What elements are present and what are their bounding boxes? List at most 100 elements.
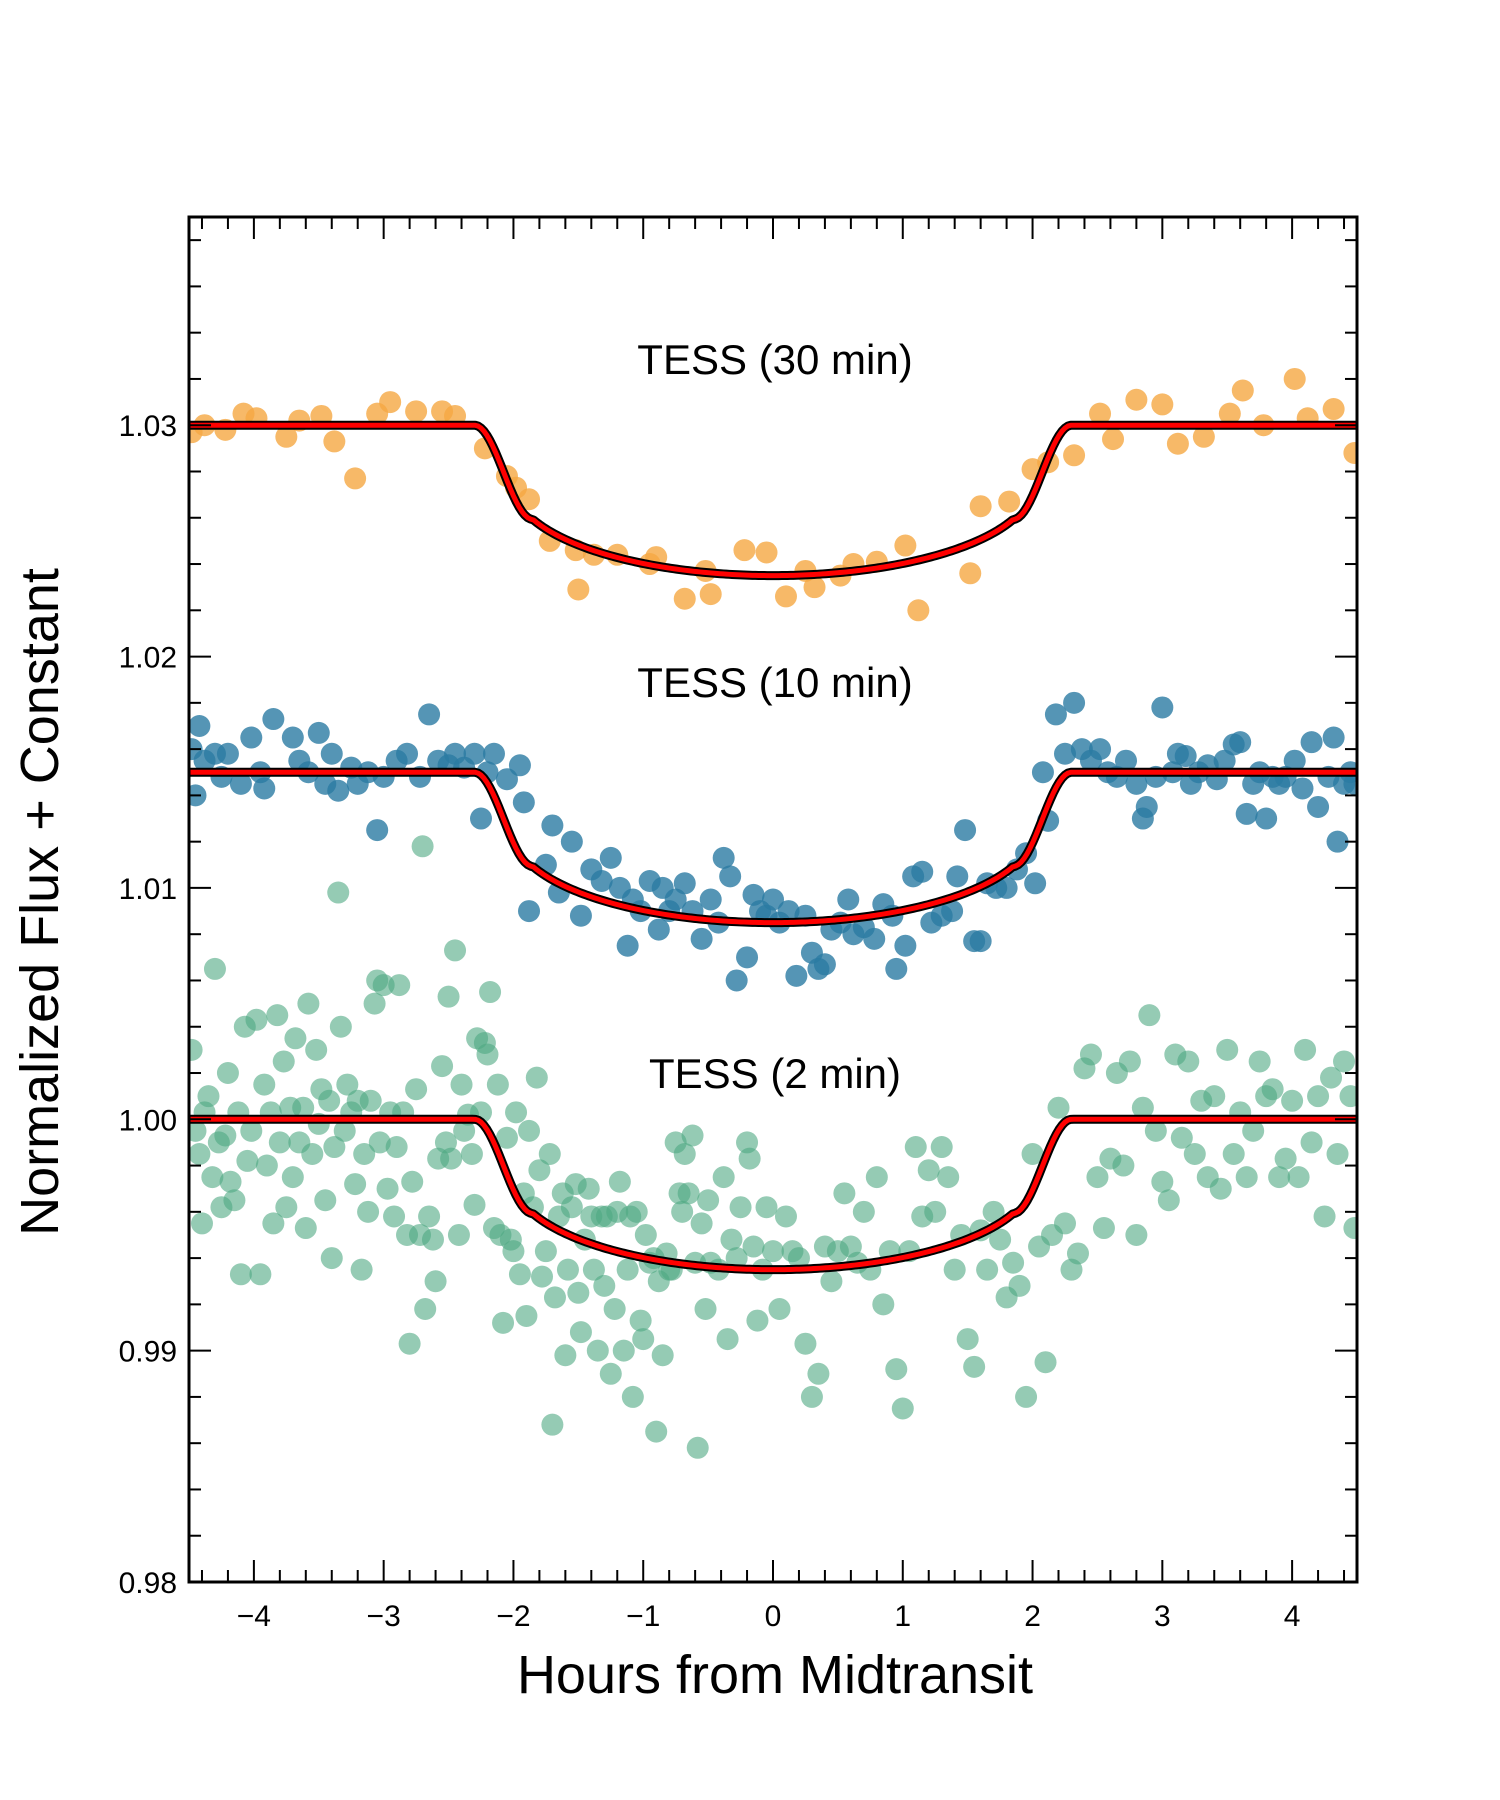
- data-point: [954, 819, 977, 842]
- data-point: [1118, 1050, 1141, 1073]
- data-point: [320, 1247, 343, 1270]
- data-point: [1320, 1066, 1343, 1089]
- data-point: [492, 1311, 515, 1334]
- data-point: [1268, 1166, 1291, 1189]
- data-point: [240, 1119, 263, 1142]
- data-point: [941, 900, 964, 923]
- data-point: [476, 1043, 499, 1066]
- data-point: [1144, 1119, 1167, 1142]
- data-point: [307, 721, 330, 744]
- data-point: [1125, 1223, 1148, 1246]
- data-point: [1054, 742, 1076, 765]
- data-point: [229, 772, 252, 795]
- data-point: [865, 1166, 888, 1189]
- data-point: [543, 1286, 566, 1309]
- data-point: [1294, 1038, 1317, 1061]
- data-point: [852, 1200, 875, 1223]
- data-point: [1135, 795, 1158, 818]
- data-point: [989, 1228, 1012, 1251]
- data-point: [1339, 1085, 1357, 1108]
- data-point: [508, 754, 531, 777]
- series-label: TESS (2 min): [649, 1050, 901, 1097]
- data-point: [262, 708, 285, 731]
- data-point: [418, 1205, 441, 1228]
- data-point: [1222, 1142, 1245, 1165]
- data-point: [736, 1131, 759, 1154]
- data-point: [1192, 425, 1215, 448]
- data-point: [294, 1217, 317, 1240]
- data-point: [712, 846, 735, 869]
- data-point: [414, 1298, 437, 1320]
- data-point: [305, 1038, 328, 1061]
- data-point: [1333, 1050, 1356, 1073]
- data-point: [538, 1142, 561, 1165]
- data-point: [569, 1321, 592, 1344]
- data-point: [357, 1200, 380, 1223]
- series-label: TESS (30 min): [637, 336, 912, 383]
- data-point: [807, 1362, 830, 1385]
- data-point: [1242, 1119, 1265, 1142]
- model-curve: [189, 422, 1357, 579]
- data-point: [508, 1263, 531, 1286]
- data-point: [424, 1270, 447, 1293]
- data-point: [525, 1066, 548, 1089]
- data-point: [388, 974, 411, 997]
- data-point: [1235, 802, 1258, 825]
- data-point: [320, 742, 343, 765]
- data-point: [240, 726, 263, 749]
- x-tick-label: −3: [367, 1600, 401, 1633]
- data-point: [699, 888, 722, 911]
- data-point: [219, 1170, 242, 1193]
- data-point: [677, 1182, 700, 1205]
- data-point: [794, 1332, 817, 1355]
- data-point: [396, 742, 419, 765]
- data-point: [787, 1247, 810, 1270]
- data-point: [189, 1142, 211, 1165]
- data-point: [803, 576, 826, 599]
- series-label: TESS (10 min): [637, 659, 912, 706]
- data-point: [1231, 379, 1254, 402]
- data-point: [1255, 807, 1278, 830]
- data-point: [281, 726, 304, 749]
- data-point: [820, 1270, 843, 1293]
- x-axis-title: Hours from Midtransit: [517, 1645, 1033, 1705]
- data-point: [736, 946, 759, 969]
- data-point: [1157, 1189, 1180, 1212]
- data-point: [833, 1182, 856, 1205]
- data-point: [1174, 745, 1197, 768]
- data-point: [1151, 1170, 1174, 1193]
- data-point: [1300, 1131, 1323, 1154]
- data-point: [292, 1096, 315, 1119]
- data-point: [946, 865, 969, 888]
- data-point: [697, 1189, 720, 1212]
- data-point: [891, 1397, 914, 1420]
- data-point: [1021, 1142, 1044, 1165]
- data-point: [272, 1050, 295, 1073]
- data-point: [275, 1196, 298, 1219]
- data-point: [541, 814, 564, 837]
- series-labels: TESS (30 min) TESS (10 min) TESS (2 min): [637, 336, 912, 1097]
- data-point: [314, 1189, 337, 1212]
- data-point: [190, 1212, 213, 1235]
- data-point: [911, 860, 934, 883]
- data-point: [450, 1073, 473, 1096]
- x-tick-label: −2: [496, 1600, 530, 1633]
- model-curve: [189, 1116, 1357, 1273]
- data-point: [1008, 1274, 1031, 1297]
- data-point: [762, 1240, 784, 1263]
- data-point: [385, 1136, 408, 1159]
- data-point: [1322, 726, 1345, 749]
- data-point: [344, 1173, 367, 1196]
- data-point: [612, 1339, 635, 1362]
- data-point: [1326, 830, 1349, 853]
- y-tick-label: 1.02: [119, 642, 177, 675]
- data-point: [518, 900, 541, 923]
- data-point: [363, 992, 386, 1015]
- data-point: [297, 992, 320, 1015]
- data-point: [189, 1038, 203, 1061]
- data-point: [917, 1159, 940, 1182]
- data-point: [681, 1124, 704, 1147]
- data-point: [590, 869, 613, 892]
- data-point: [1002, 1251, 1025, 1274]
- data-point: [621, 1385, 644, 1408]
